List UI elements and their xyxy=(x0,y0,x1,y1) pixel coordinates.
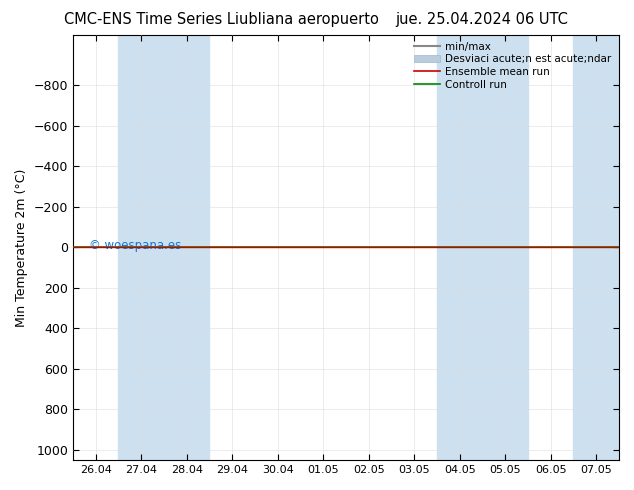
Legend: min/max, Desviaci acute;n est acute;ndar, Ensemble mean run, Controll run: min/max, Desviaci acute;n est acute;ndar… xyxy=(412,40,614,92)
Bar xyxy=(574,35,619,460)
Bar xyxy=(437,35,528,460)
Bar xyxy=(119,35,209,460)
Text: CMC-ENS Time Series Liubliana aeropuerto: CMC-ENS Time Series Liubliana aeropuerto xyxy=(65,12,379,27)
Text: jue. 25.04.2024 06 UTC: jue. 25.04.2024 06 UTC xyxy=(396,12,568,27)
Text: © woespana.es: © woespana.es xyxy=(89,239,181,252)
Y-axis label: Min Temperature 2m (°C): Min Temperature 2m (°C) xyxy=(15,168,28,326)
